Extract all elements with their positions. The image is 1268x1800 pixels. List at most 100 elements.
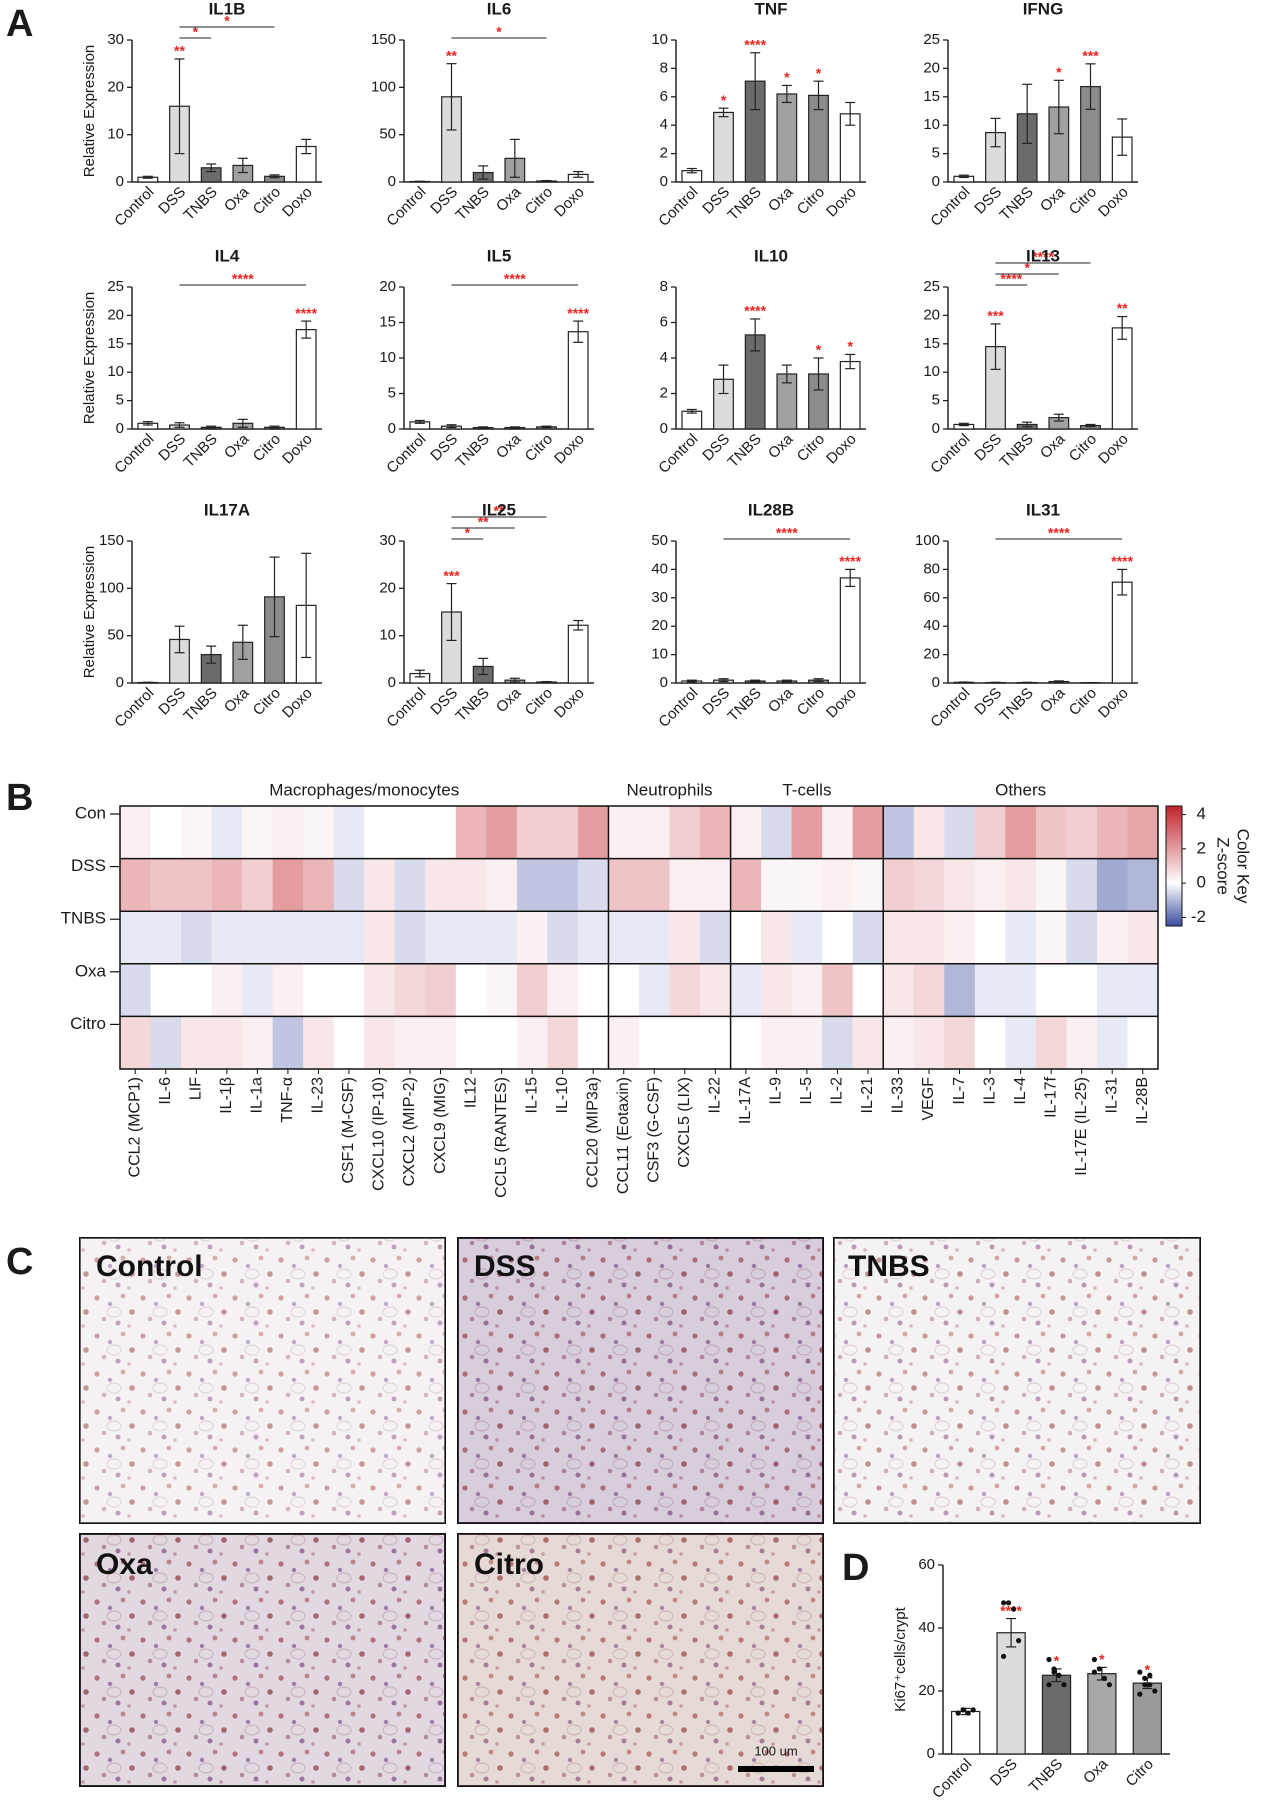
bracket-label: *	[1024, 260, 1030, 276]
x-tick-label: Citro	[250, 431, 284, 465]
heatmap-cell	[761, 806, 792, 859]
significance: ****	[295, 305, 317, 321]
chart-title: IL6	[487, 0, 512, 18]
heatmap-cell	[791, 806, 823, 859]
heatmap-cell	[608, 963, 640, 1017]
bar	[839, 360, 861, 430]
data-point	[1096, 1666, 1102, 1672]
heatmap-cell	[486, 806, 518, 859]
y-tick-label: 50	[107, 627, 124, 644]
data-point	[1101, 1675, 1107, 1681]
heatmap-cell	[425, 963, 457, 1017]
chart-title: IL31	[1026, 500, 1060, 519]
significance: **	[446, 47, 457, 63]
y-tick-label: 0	[116, 173, 124, 190]
column-label: IL-17A	[737, 1077, 754, 1124]
heatmap-cell	[455, 806, 487, 859]
data-point	[1152, 1688, 1158, 1694]
heatmap-cell	[577, 911, 609, 965]
x-tick-label: Control	[655, 431, 701, 477]
column-label: CCL20 (MIP3a)	[584, 1077, 601, 1188]
heatmap-cell	[944, 1016, 976, 1070]
x-tick-label: Oxa	[765, 183, 797, 215]
significance: *	[784, 69, 790, 85]
y-axis-label: Ki67⁺cells/crypt	[892, 1606, 909, 1711]
heatmap-cell	[822, 806, 854, 859]
x-tick-label: Doxo	[279, 685, 316, 722]
heatmap-cell	[608, 858, 640, 912]
heatmap-cell	[425, 1016, 457, 1070]
y-tick-label: 40	[918, 1619, 935, 1636]
significance: *	[1099, 1651, 1105, 1667]
row-label: Con	[75, 803, 106, 822]
chart-title: IL1B	[209, 0, 246, 18]
column-group: T-cells	[782, 780, 831, 799]
heatmap-cell	[364, 911, 396, 965]
heatmap-cell	[700, 1016, 731, 1070]
heatmap-cell	[791, 963, 823, 1017]
heatmap-cell	[1096, 1016, 1128, 1070]
y-tick-label: 40	[923, 617, 940, 634]
y-tick-label: 6	[660, 313, 668, 330]
significance: ****	[1111, 553, 1133, 569]
heatmap-cell	[547, 911, 579, 965]
heatmap-cell	[730, 963, 762, 1017]
x-tick-label: Doxo	[551, 184, 588, 221]
heatmap-cell	[852, 911, 884, 965]
heatmap-cell	[944, 963, 976, 1017]
heatmap-cell	[455, 963, 487, 1017]
significance: ***	[987, 308, 1004, 324]
column-label: CSF3 (G-CSF)	[645, 1077, 662, 1183]
tint	[834, 1238, 1200, 1523]
heatmap-cell	[394, 858, 426, 912]
heatmap-cell	[1096, 963, 1128, 1017]
heatmap-cell	[455, 1016, 487, 1070]
chart-title: IL17A	[204, 500, 250, 519]
micrograph	[457, 1237, 824, 1524]
heatmap-cell	[486, 1016, 518, 1070]
heatmap-cell	[1035, 858, 1067, 912]
heatmap-cell	[608, 1016, 640, 1070]
heatmap-cell	[150, 911, 182, 965]
heatmap-cell	[333, 806, 365, 859]
heatmap-cell	[700, 806, 731, 859]
x-tick-label: Oxa	[221, 430, 253, 462]
column-label: IL-15	[523, 1077, 540, 1114]
heatmap-cell	[791, 858, 823, 912]
y-tick-label: 2	[660, 145, 668, 162]
x-tick-label: Control	[927, 184, 973, 230]
heatmap-cell	[974, 1016, 1006, 1070]
y-tick-label: 15	[923, 335, 940, 352]
heatmap-frame	[119, 805, 1159, 1070]
bar	[1111, 581, 1133, 684]
significance: ****	[839, 553, 861, 569]
panel-label: D	[842, 1547, 869, 1589]
heatmap-cell	[1127, 806, 1159, 859]
chart-title: IL13	[1026, 246, 1060, 265]
column-label: CXCL2 (MIP-2)	[401, 1077, 418, 1186]
column-label: IL-23	[310, 1077, 327, 1114]
heatmap-cell	[272, 1016, 304, 1070]
x-tick-label: Control	[111, 431, 157, 477]
x-tick-label: TNBS	[180, 431, 220, 471]
heatmap-cell	[730, 858, 762, 912]
heatmap-cell	[1127, 1016, 1159, 1070]
bracket-label: ****	[776, 525, 798, 541]
x-tick-label: Control	[927, 685, 973, 731]
heatmap-cell	[516, 858, 548, 912]
y-tick-label: 0	[660, 420, 668, 437]
column-group: Others	[995, 780, 1046, 799]
heatmap-cell	[761, 963, 792, 1017]
heatmap-cell	[181, 858, 212, 912]
heatmap-cell	[150, 858, 182, 912]
heatmap-cell	[455, 858, 487, 912]
heatmap-cell	[913, 963, 945, 1017]
heatmap-cell	[730, 806, 762, 859]
y-tick-label: 150	[99, 532, 124, 549]
scale-bar-label: 100 um	[754, 1743, 797, 1758]
panel-label: C	[6, 1241, 33, 1283]
x-tick-label: Control	[383, 184, 429, 230]
heatmap-cell	[883, 963, 915, 1017]
heatmap-cell	[883, 858, 915, 912]
column-label: CXCL9 (MIG)	[432, 1077, 449, 1174]
